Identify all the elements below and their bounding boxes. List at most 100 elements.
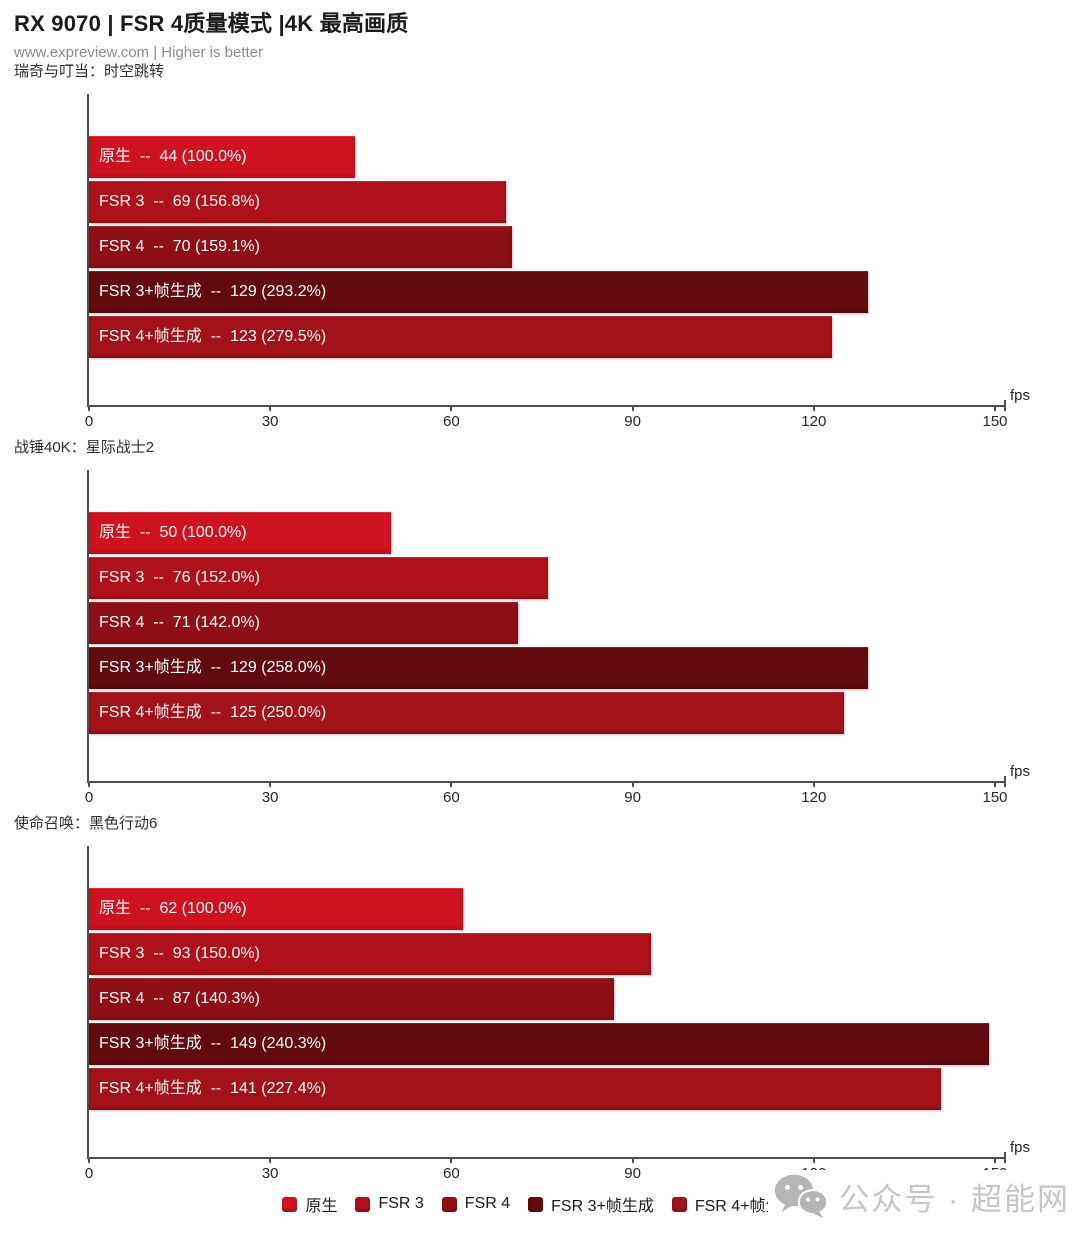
bar-value-label: FSR 3+帧生成 -- 149 (240.3%) xyxy=(99,1035,327,1052)
bar-value-label: FSR 4+帧生成 -- 125 (250.0%) xyxy=(99,704,327,721)
x-axis-tick-label: 150 xyxy=(982,413,1008,430)
legend-label: 原生 xyxy=(305,1198,338,1215)
game-chart: 瑞奇与叮当：时空跳转 原生 -- 44 (100.0%) FSR 3 -- 69 … xyxy=(0,62,1080,434)
x-axis-tick-label: 60 xyxy=(443,413,460,430)
legend-swatch-icon xyxy=(355,1196,371,1212)
bar-value-label: FSR 3 -- 93 (150.0%) xyxy=(99,945,260,962)
watermark-text: 公众号 · 超能网 xyxy=(838,1181,1070,1217)
x-axis-unit-label: fps xyxy=(1010,1139,1031,1156)
x-axis-tick-label: 0 xyxy=(84,1165,94,1182)
x-axis-tick-label: 120 xyxy=(801,413,827,430)
x-axis-tick xyxy=(269,1157,272,1163)
legend-item-FSR 4: FSR 4 xyxy=(441,1195,511,1213)
bar-FSR 4+帧生成: FSR 4+帧生成 -- 123 (279.5%) xyxy=(89,316,832,358)
bar-FSR 3: FSR 3 -- 76 (152.0%) xyxy=(89,557,549,599)
x-axis-tick xyxy=(450,1157,453,1163)
x-axis-tick-label: 30 xyxy=(261,789,279,806)
page-subtitle: www.expreview.com | Higher is better xyxy=(14,44,263,61)
x-axis-tick xyxy=(450,405,453,411)
x-axis-tick xyxy=(631,781,634,787)
bar-原生: 原生 -- 44 (100.0%) xyxy=(89,136,355,178)
bar-FSR 3: FSR 3 -- 93 (150.0%) xyxy=(89,933,651,975)
x-axis-tick xyxy=(450,781,453,787)
bar-value-label: FSR 3 -- 76 (152.0%) xyxy=(99,569,260,586)
x-axis-end-cap xyxy=(1004,1152,1006,1163)
game-title: 战锤40K：星际战士2 xyxy=(14,439,155,456)
x-axis-tick xyxy=(994,405,996,411)
legend-item-FSR 3: FSR 3 xyxy=(355,1195,424,1213)
bar-FSR 4: FSR 4 -- 71 (142.0%) xyxy=(89,602,518,644)
game-title: 瑞奇与叮当：时空跳转 xyxy=(14,63,165,80)
x-axis-tick-label: 30 xyxy=(261,1165,279,1182)
x-axis-end-cap xyxy=(1004,776,1006,787)
bar-value-label: FSR 4+帧生成 -- 141 (227.4%) xyxy=(99,1080,327,1097)
x-axis-tick-label: 120 xyxy=(801,789,827,806)
bar-FSR 3: FSR 3 -- 69 (156.8%) xyxy=(89,181,506,223)
bar-value-label: 原生 -- 50 (100.0%) xyxy=(99,524,247,541)
plot-area: 原生 -- 44 (100.0%) FSR 3 -- 69 (156.8%) FSR… xyxy=(85,94,1030,430)
watermark: 公众号 · 超能网 xyxy=(768,1170,1070,1222)
x-axis-tick xyxy=(88,1157,90,1163)
bar-value-label: 原生 -- 44 (100.0%) xyxy=(99,148,247,165)
bar-group: 原生 -- 44 (100.0%) FSR 3 -- 69 (156.8%) FSR… xyxy=(89,136,995,361)
bar-FSR 4: FSR 4 -- 87 (140.3%) xyxy=(89,978,615,1020)
x-axis-tick-label: 60 xyxy=(443,789,460,806)
x-axis-tick xyxy=(269,781,272,787)
game-chart: 使命召唤：黑色行动6 原生 -- 62 (100.0%) FSR 3 -- 93 … xyxy=(0,814,1080,1186)
plot-area: 原生 -- 62 (100.0%) FSR 3 -- 93 (150.0%) FSR… xyxy=(85,846,1030,1182)
bar-value-label: FSR 3 -- 69 (156.8%) xyxy=(99,193,260,210)
bar-FSR 4+帧生成: FSR 4+帧生成 -- 125 (250.0%) xyxy=(89,692,844,734)
x-axis-tick xyxy=(994,1157,996,1163)
bar-原生: 原生 -- 62 (100.0%) xyxy=(89,888,464,930)
x-axis-tick-label: 90 xyxy=(624,413,641,430)
x-axis-tick-label: 150 xyxy=(982,789,1008,806)
x-axis-extension xyxy=(995,405,1004,407)
chart-header: RX 9070 | FSR 4质量模式 |4K 最高画质 www.exprevi… xyxy=(14,6,408,61)
x-axis-tick xyxy=(812,405,815,411)
bar-value-label: FSR 4 -- 71 (142.0%) xyxy=(99,614,260,631)
x-axis-tick-label: 0 xyxy=(84,789,94,806)
bar-group: 原生 -- 62 (100.0%) FSR 3 -- 93 (150.0%) FSR… xyxy=(89,888,995,1113)
bar-group: 原生 -- 50 (100.0%) FSR 3 -- 76 (152.0%) FSR… xyxy=(89,512,995,737)
bar-FSR 4: FSR 4 -- 70 (159.1%) xyxy=(89,226,512,268)
bar-原生: 原生 -- 50 (100.0%) xyxy=(89,512,391,554)
game-title: 使命召唤：黑色行动6 xyxy=(14,815,158,832)
x-axis-tick xyxy=(88,405,90,411)
x-axis-tick-label: 60 xyxy=(443,1165,460,1182)
x-axis-tick xyxy=(631,405,634,411)
legend-label: FSR 4 xyxy=(464,1195,511,1212)
bar-value-label: 原生 -- 62 (100.0%) xyxy=(99,900,247,917)
legend-label: FSR 3+帧生成 xyxy=(551,1198,654,1215)
legend-item-FSR 3+帧生成: FSR 3+帧生成 xyxy=(528,1192,654,1216)
x-axis-tick-label: 30 xyxy=(261,413,279,430)
x-axis-tick-label: 90 xyxy=(624,789,641,806)
x-axis-unit-label: fps xyxy=(1010,387,1031,404)
x-axis-tick-label: 0 xyxy=(84,413,94,430)
x-axis-tick-label: 90 xyxy=(624,1165,641,1182)
x-axis-tick xyxy=(812,781,815,787)
bar-value-label: FSR 4 -- 70 (159.1%) xyxy=(99,238,260,255)
x-axis-tick xyxy=(994,781,996,787)
bar-FSR 3+帧生成: FSR 3+帧生成 -- 129 (293.2%) xyxy=(89,271,869,313)
legend-item-原生: 原生 xyxy=(282,1192,337,1216)
wechat-icon xyxy=(775,1174,829,1218)
legend-swatch-icon xyxy=(282,1196,298,1212)
bar-FSR 4+帧生成: FSR 4+帧生成 -- 141 (227.4%) xyxy=(89,1068,941,1110)
x-axis-extension xyxy=(995,781,1004,783)
x-axis-extension xyxy=(995,1157,1004,1159)
bar-value-label: FSR 4 -- 87 (140.3%) xyxy=(99,990,260,1007)
bar-value-label: FSR 4+帧生成 -- 123 (279.5%) xyxy=(99,328,327,345)
legend-swatch-icon xyxy=(671,1196,687,1212)
x-axis-tick xyxy=(631,1157,634,1163)
x-axis-end-cap xyxy=(1004,400,1006,411)
bar-FSR 3+帧生成: FSR 3+帧生成 -- 149 (240.3%) xyxy=(89,1023,989,1065)
x-axis-tick xyxy=(812,1157,815,1163)
page-title: RX 9070 | FSR 4质量模式 |4K 最高画质 xyxy=(14,11,409,36)
bar-value-label: FSR 3+帧生成 -- 129 (258.0%) xyxy=(99,659,327,676)
legend-label: FSR 3 xyxy=(378,1195,424,1212)
game-chart: 战锤40K：星际战士2 原生 -- 50 (100.0%) FSR 3 -- 76… xyxy=(0,438,1080,810)
x-axis-unit-label: fps xyxy=(1010,763,1031,780)
legend-swatch-icon xyxy=(528,1196,544,1212)
bar-FSR 3+帧生成: FSR 3+帧生成 -- 129 (258.0%) xyxy=(89,647,869,689)
x-axis-tick xyxy=(88,781,90,787)
